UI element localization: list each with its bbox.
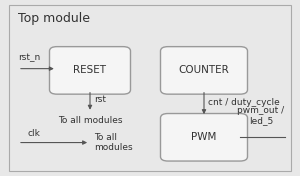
Text: To all modules: To all modules (58, 116, 122, 125)
Text: pwm_out /
led_5: pwm_out / led_5 (237, 106, 285, 125)
FancyBboxPatch shape (9, 5, 291, 171)
Text: PWM: PWM (191, 132, 217, 142)
Text: To all
modules: To all modules (94, 133, 133, 152)
FancyBboxPatch shape (160, 114, 247, 161)
Text: rst_n: rst_n (18, 54, 40, 62)
Text: Top module: Top module (18, 12, 90, 25)
Text: cnt / duty_cycle: cnt / duty_cycle (208, 98, 280, 107)
Text: RESET: RESET (74, 65, 106, 75)
Text: clk: clk (27, 129, 40, 138)
FancyBboxPatch shape (160, 47, 247, 94)
Text: rst: rst (94, 95, 106, 104)
Text: COUNTER: COUNTER (178, 65, 230, 75)
FancyBboxPatch shape (50, 47, 130, 94)
